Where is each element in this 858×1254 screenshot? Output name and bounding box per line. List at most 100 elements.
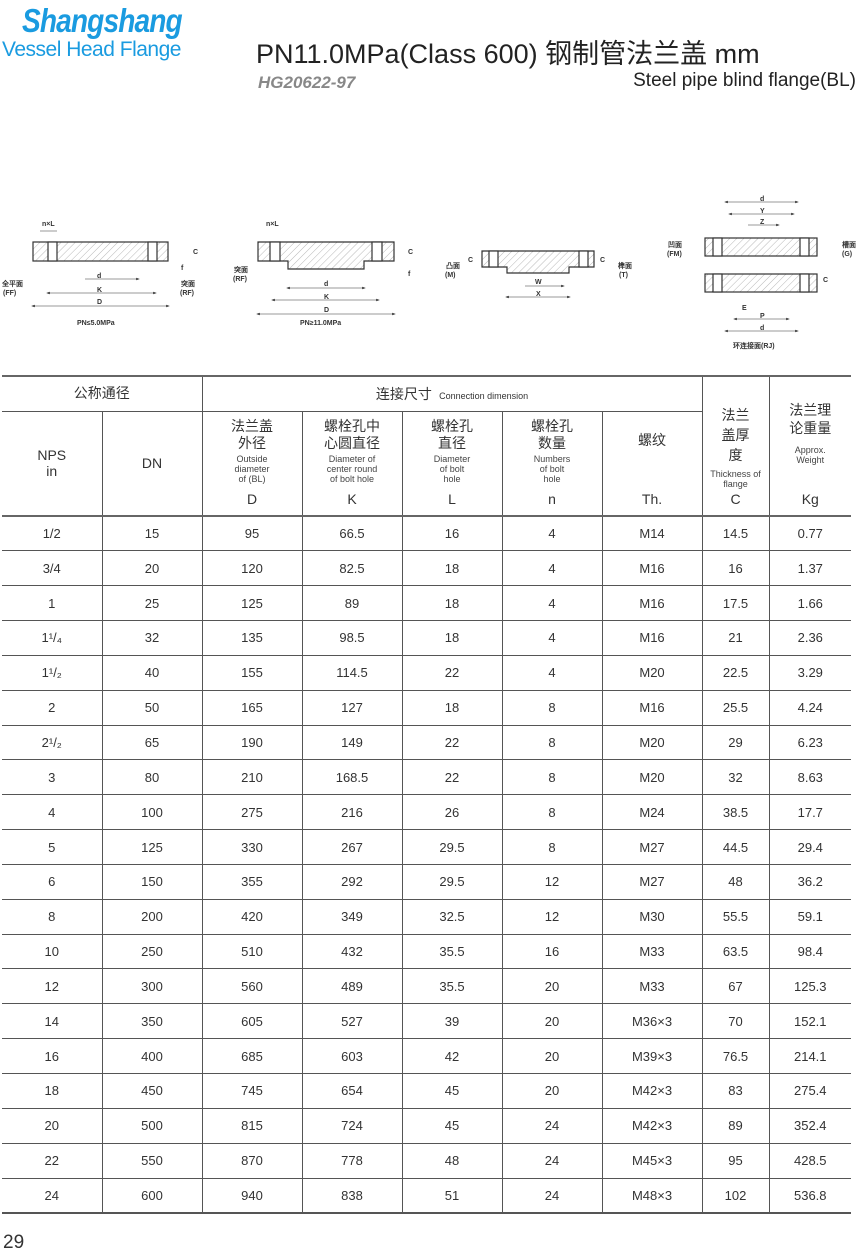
header-thickness: 法兰盖厚度 Thickness of flange C	[701, 375, 770, 517]
cell-c: 48	[701, 864, 770, 900]
svg-text:E: E	[742, 305, 747, 312]
svg-text:Z: Z	[760, 219, 765, 226]
cell-nps: 18	[2, 1073, 102, 1109]
cell-thread: M39×3	[601, 1038, 703, 1074]
cell-thread: M36×3	[601, 1003, 703, 1040]
cell-weight: 536.8	[768, 1178, 852, 1214]
cell-l: 16	[401, 516, 502, 552]
cell-d: 420	[201, 899, 302, 935]
cell-thread: M48×3	[601, 1178, 703, 1214]
svg-text:(M): (M)	[445, 272, 456, 279]
cell-k: 82.5	[301, 550, 402, 587]
cell-l: 39	[401, 1003, 502, 1040]
cell-nps: 14	[2, 1003, 102, 1040]
cell-dn: 200	[101, 899, 202, 935]
cell-thread: M24	[601, 794, 703, 831]
cell-dn: 150	[101, 864, 202, 900]
cell-dn: 450	[101, 1073, 202, 1109]
cell-d: 685	[201, 1038, 302, 1074]
cell-k: 349	[301, 899, 402, 935]
svg-text:PN≥11.0MPa: PN≥11.0MPa	[300, 320, 341, 327]
cell-dn: 125	[101, 829, 202, 865]
table-row: 1¹/₂ 40 155 114.5 22 4 M20 22.5 3.29	[2, 655, 852, 691]
cell-weight: 4.24	[768, 690, 852, 726]
svg-text:C: C	[600, 257, 605, 264]
cell-d: 165	[201, 690, 302, 726]
cell-n: 24	[501, 1178, 602, 1214]
cell-d: 815	[201, 1108, 302, 1144]
cell-nps: 3	[2, 759, 102, 796]
table-row: 2 50 165 127 18 8 M16 25.5 4.24	[2, 690, 852, 726]
svg-text:突面: 突面	[234, 265, 248, 274]
cell-k: 292	[301, 864, 402, 900]
header-L: 螺栓孔直径 Diameter of bolt hole L	[401, 411, 502, 517]
cell-n: 4	[501, 550, 602, 587]
diagram-fm-g-rj	[704, 200, 818, 333]
header-dn: DN	[101, 411, 202, 517]
svg-text:f: f	[408, 271, 411, 278]
cell-weight: 3.29	[768, 655, 852, 691]
cell-k: 724	[301, 1108, 402, 1144]
page-title: PN11.0MPa(Class 600) 钢制管法兰盖 mm	[256, 39, 760, 69]
cell-thread: M16	[601, 620, 703, 656]
cell-n: 8	[501, 725, 602, 761]
cell-c: 38.5	[701, 794, 770, 831]
table-row: 1 25 125 89 18 4 M16 17.5 1.66	[2, 585, 852, 622]
svg-text:K: K	[324, 294, 329, 301]
cell-thread: M42×3	[601, 1108, 703, 1144]
cell-l: 18	[401, 585, 502, 622]
cell-d: 560	[201, 968, 302, 1005]
cell-thread: M33	[601, 934, 703, 970]
cell-weight: 8.63	[768, 759, 852, 796]
cell-dn: 40	[101, 655, 202, 691]
cell-weight: 352.4	[768, 1108, 852, 1144]
cell-thread: M27	[601, 829, 703, 865]
svg-text:全平面: 全平面	[1, 279, 23, 288]
cell-dn: 300	[101, 968, 202, 1005]
cell-c: 32	[701, 759, 770, 796]
cell-thread: M45×3	[601, 1143, 703, 1179]
cell-n: 20	[501, 1003, 602, 1040]
cell-dn: 25	[101, 585, 202, 622]
svg-text:(T): (T)	[619, 272, 628, 279]
cell-k: 127	[301, 690, 402, 726]
cell-k: 432	[301, 934, 402, 970]
cell-thread: M33	[601, 968, 703, 1005]
cell-nps: 1/2	[2, 516, 102, 552]
svg-text:f: f	[181, 265, 184, 272]
cell-c: 89	[701, 1108, 770, 1144]
cell-n: 4	[501, 655, 602, 691]
cell-k: 168.5	[301, 759, 402, 796]
cell-weight: 59.1	[768, 899, 852, 935]
cell-d: 275	[201, 794, 302, 831]
cell-thread: M27	[601, 864, 703, 900]
table-row: 8 200 420 349 32.5 12 M30 55.5 59.1	[2, 899, 852, 935]
cell-c: 67	[701, 968, 770, 1005]
cell-thread: M16	[601, 585, 703, 622]
header-connection-dimension: 连接尺寸 Connection dimension	[201, 375, 703, 412]
cell-k: 216	[301, 794, 402, 831]
cell-thread: M16	[601, 550, 703, 587]
cell-nps: 1¹/₄	[2, 620, 102, 656]
cell-c: 21	[701, 620, 770, 656]
cell-thread: M42×3	[601, 1073, 703, 1109]
cell-d: 125	[201, 585, 302, 622]
standard-code: HG20622-97	[258, 73, 356, 92]
cell-weight: 275.4	[768, 1073, 852, 1109]
svg-text:PN≤5.0MPa: PN≤5.0MPa	[77, 320, 115, 327]
cell-k: 603	[301, 1038, 402, 1074]
cell-n: 12	[501, 864, 602, 900]
cell-weight: 1.66	[768, 585, 852, 622]
cell-c: 44.5	[701, 829, 770, 865]
cell-n: 8	[501, 690, 602, 726]
cell-n: 24	[501, 1108, 602, 1144]
cell-dn: 80	[101, 759, 202, 796]
cell-d: 605	[201, 1003, 302, 1040]
cell-nps: 1	[2, 585, 102, 622]
cell-nps: 2	[2, 690, 102, 726]
svg-text:(RF): (RF)	[233, 276, 247, 283]
cell-nps: 10	[2, 934, 102, 970]
cell-thread: M30	[601, 899, 703, 935]
cell-n: 4	[501, 585, 602, 622]
cell-nps: 8	[2, 899, 102, 935]
